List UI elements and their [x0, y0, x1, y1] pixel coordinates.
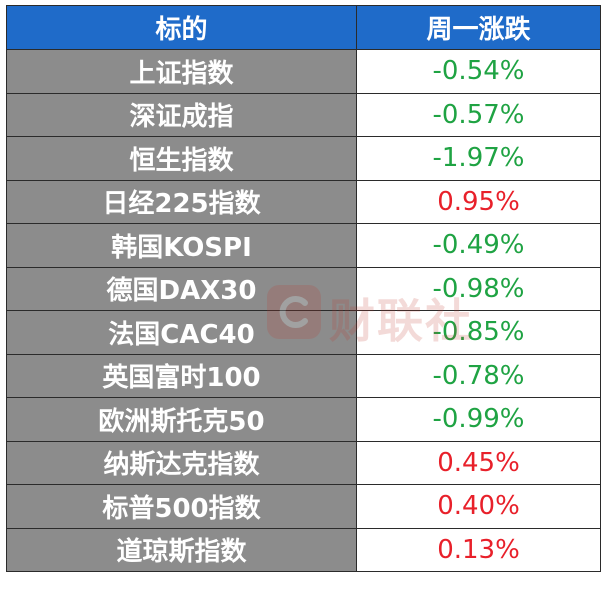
row-change-value: -0.57%: [356, 92, 601, 137]
table-row: 德国DAX30 -0.98%: [6, 266, 601, 311]
table-row: 韩国KOSPI -0.49%: [6, 223, 601, 268]
table-row: 深证成指 -0.57%: [6, 92, 601, 137]
row-index-name: 上证指数: [6, 49, 357, 94]
row-change-value: 0.95%: [356, 179, 601, 224]
row-index-name: 法国CAC40: [6, 310, 357, 355]
row-index-name: 英国富时100: [6, 353, 357, 398]
header-change: 周一涨跌: [356, 5, 601, 50]
table-row: 日经225指数 0.95%: [6, 179, 601, 224]
row-change-value: -0.49%: [356, 223, 601, 268]
row-index-name: 道琼斯指数: [6, 527, 357, 572]
row-change-value: -0.99%: [356, 397, 601, 442]
table-row: 英国富时100 -0.78%: [6, 353, 601, 398]
row-change-value: 0.45%: [356, 440, 601, 485]
row-index-name: 深证成指: [6, 92, 357, 137]
row-index-name: 纳斯达克指数: [6, 440, 357, 485]
row-index-name: 韩国KOSPI: [6, 223, 357, 268]
row-change-value: -0.85%: [356, 310, 601, 355]
row-change-value: -1.97%: [356, 136, 601, 181]
row-change-value: -0.78%: [356, 353, 601, 398]
row-index-name: 日经225指数: [6, 179, 357, 224]
table-row: 纳斯达克指数 0.45%: [6, 440, 601, 485]
row-change-value: 0.13%: [356, 527, 601, 572]
row-index-name: 恒生指数: [6, 136, 357, 181]
table-row: 标普500指数 0.40%: [6, 484, 601, 529]
table-row: 上证指数 -0.54%: [6, 49, 601, 94]
row-change-value: 0.40%: [356, 484, 601, 529]
row-index-name: 欧洲斯托克50: [6, 397, 357, 442]
table-row: 欧洲斯托克50 -0.99%: [6, 397, 601, 442]
row-index-name: 德国DAX30: [6, 266, 357, 311]
header-name: 标的: [6, 5, 357, 50]
table-header-row: 标的 周一涨跌: [6, 5, 601, 50]
row-change-value: -0.54%: [356, 49, 601, 94]
index-change-table: 标的 周一涨跌 上证指数 -0.54% 深证成指 -0.57% 恒生指数 -1.97% 日经…: [6, 5, 601, 572]
table-row: 法国CAC40 -0.85%: [6, 310, 601, 355]
table-row: 道琼斯指数 0.13%: [6, 527, 601, 572]
row-index-name: 标普500指数: [6, 484, 357, 529]
row-change-value: -0.98%: [356, 266, 601, 311]
table-row: 恒生指数 -1.97%: [6, 136, 601, 181]
